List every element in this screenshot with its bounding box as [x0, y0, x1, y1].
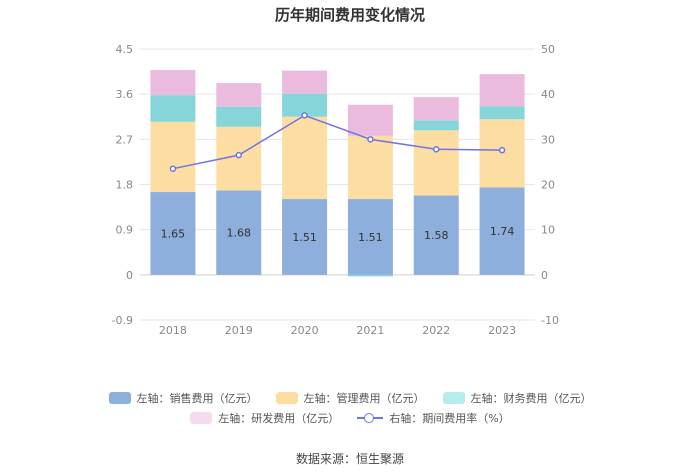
bar-data-label: 1.65: [161, 227, 186, 240]
rate-point: [235, 151, 242, 159]
legend-item-admin[interactable]: 左轴：管理费用（亿元）: [275, 390, 425, 406]
rate-point: [433, 146, 440, 153]
legend-label-rate: 右轴：期间费用率（%）: [389, 412, 510, 425]
y-right-tick-label: 50: [541, 43, 555, 56]
y-right-tick-label: 10: [541, 224, 555, 237]
bar-data-label: 1.68: [227, 227, 252, 240]
bar-data-label: 1.51: [292, 231, 317, 244]
y-right-tick-label: 40: [541, 88, 555, 101]
bar-segment: [216, 83, 262, 107]
rate-point: [367, 136, 374, 143]
y-right-tick-label: 0: [541, 269, 548, 282]
y-left-tick-label: 0: [126, 269, 133, 282]
rate-point: [169, 165, 177, 172]
x-tick-label: 2019: [225, 324, 253, 337]
bar-segment: [347, 274, 393, 277]
bar-segment: [479, 106, 525, 120]
legend-item-finance[interactable]: 左轴：财务费用（亿元）: [442, 390, 592, 406]
legend-row-2: 左轴：研发费用（亿元） 右轴：期间费用率（%）: [0, 410, 700, 426]
legend-swatch-rate: [357, 412, 384, 424]
bar-segment: [282, 199, 328, 275]
legend-label-rd: 左轴：研发费用（亿元）: [218, 412, 340, 425]
legend-item-rd[interactable]: 左轴：研发费用（亿元）: [190, 410, 339, 426]
y-left-tick-label: 1.8: [116, 179, 134, 192]
y-right-tick-label: 20: [541, 179, 555, 192]
bar-segment: [150, 121, 196, 193]
x-tick-label: 2022: [422, 324, 450, 337]
bar-data-label: 1.51: [358, 231, 383, 244]
chart-title: 历年期间费用变化情况: [274, 6, 425, 24]
data-source: 数据来源：恒生聚源: [295, 452, 404, 466]
y-right-tick-label: -10: [541, 314, 559, 327]
x-tick-label: 2023: [488, 324, 516, 337]
y-left-tick-label: 4.5: [116, 43, 134, 56]
bar-segment: [150, 192, 196, 275]
x-tick-label: 2020: [291, 324, 319, 337]
bar-data-label: 1.74: [490, 225, 515, 238]
rate-point: [498, 146, 506, 154]
legend-item-rate[interactable]: 右轴：期间费用率（%）: [357, 410, 510, 426]
bar-segment: [282, 116, 328, 200]
bar-segment: [479, 74, 525, 107]
bar-segment: [413, 195, 459, 275]
legend-swatch-rd: [190, 412, 213, 424]
y-left-tick-label: 2.7: [116, 133, 134, 146]
bar-segment: [347, 135, 393, 200]
y-right-tick-label: 30: [541, 133, 555, 146]
x-tick-label: 2018: [159, 324, 187, 337]
legend-label-sales: 左轴：销售费用（亿元）: [136, 392, 258, 405]
y-left-tick-label: 0.9: [116, 224, 134, 237]
legend-swatch-finance: [442, 392, 465, 404]
legend-label-finance: 左轴：财务费用（亿元）: [470, 392, 592, 405]
legend-swatch-sales: [108, 392, 131, 404]
legend-swatch-admin: [275, 392, 298, 404]
bar-segment: [479, 187, 525, 275]
bar-segment: [282, 93, 328, 117]
bar-segment: [413, 130, 459, 196]
bar-segment: [413, 97, 459, 121]
bar-segment: [150, 70, 196, 96]
bar-segment: [282, 70, 328, 94]
rate-line: [172, 114, 503, 170]
bar-segment: [347, 199, 393, 275]
bar-segment: [150, 95, 196, 122]
x-tick-label: 2021: [356, 324, 384, 337]
legend-item-sales[interactable]: 左轴：销售费用（亿元）: [108, 390, 258, 406]
bar-segment: [413, 120, 459, 131]
y-left-tick-label: -0.9: [112, 314, 133, 327]
y-left-tick-label: 3.6: [116, 88, 134, 101]
bar-segment: [216, 106, 262, 127]
legend-label-admin: 左轴：管理费用（亿元）: [303, 392, 425, 405]
rate-point: [301, 112, 308, 119]
legend-row-1: 左轴：销售费用（亿元） 左轴：管理费用（亿元） 左轴：财务费用（亿元）: [0, 390, 700, 406]
bar-segment: [216, 190, 262, 275]
bar-data-label: 1.58: [424, 229, 449, 242]
bar-segment: [347, 104, 393, 136]
